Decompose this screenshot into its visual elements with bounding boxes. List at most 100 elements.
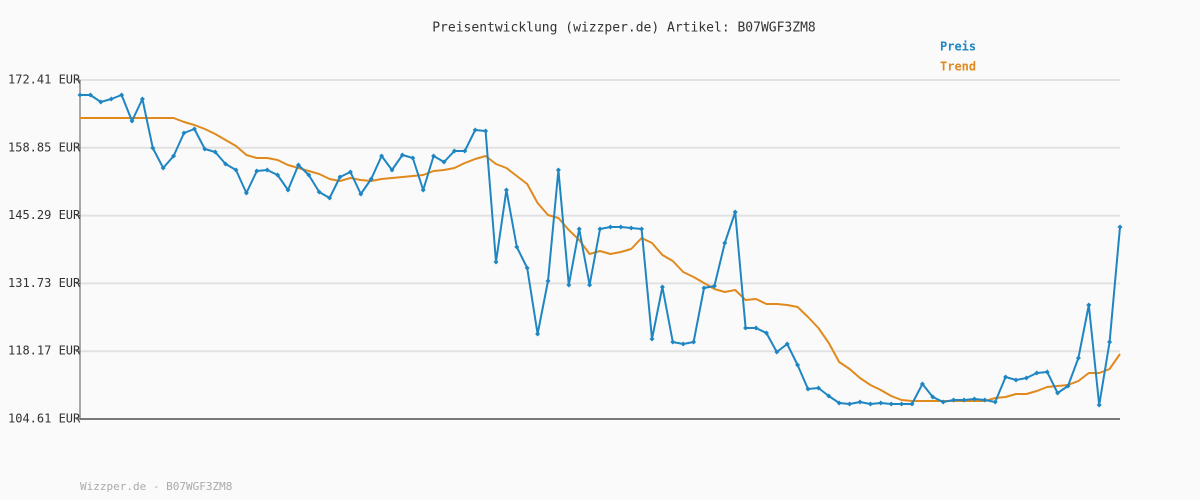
point-marker — [503, 187, 509, 193]
y-tick-label: 131.73 EUR — [8, 276, 81, 290]
point-marker — [1117, 224, 1123, 230]
point-marker — [878, 400, 884, 406]
point-marker — [982, 397, 988, 403]
point-marker — [1086, 302, 1092, 308]
point-marker — [1055, 390, 1061, 396]
point-marker — [784, 341, 790, 347]
point-marker — [358, 191, 364, 197]
point-marker — [212, 149, 218, 155]
point-marker — [587, 282, 593, 288]
point-marker — [1075, 355, 1081, 361]
point-marker — [316, 189, 322, 195]
point-marker — [545, 278, 551, 284]
point-marker — [909, 401, 915, 407]
point-marker — [639, 226, 645, 232]
point-marker — [607, 224, 613, 230]
point-marker — [285, 187, 291, 193]
y-tick-label: 118.17 EUR — [8, 344, 81, 358]
point-marker — [774, 349, 780, 355]
point-marker — [576, 226, 582, 232]
point-marker — [389, 167, 395, 173]
point-marker — [295, 162, 301, 168]
point-marker — [535, 331, 541, 337]
point-marker — [1044, 369, 1050, 375]
point-marker — [888, 401, 894, 407]
point-marker — [1013, 377, 1019, 383]
point-marker — [940, 399, 946, 405]
y-tick-label: 172.41 EUR — [8, 73, 81, 87]
point-marker — [524, 265, 530, 271]
point-marker — [275, 172, 281, 178]
point-marker — [670, 339, 676, 345]
point-marker — [493, 259, 499, 265]
point-marker — [160, 165, 166, 171]
point-marker — [597, 226, 603, 232]
point-marker — [1065, 383, 1071, 389]
point-marker — [961, 397, 967, 403]
point-marker — [743, 325, 749, 331]
point-marker — [368, 176, 374, 182]
point-marker — [1003, 374, 1009, 380]
point-marker — [264, 167, 270, 173]
point-marker — [826, 393, 832, 399]
point-marker — [87, 92, 93, 98]
point-marker — [191, 126, 197, 132]
point-marker — [992, 399, 998, 405]
point-marker — [836, 400, 842, 406]
point-marker — [566, 282, 572, 288]
point-marker — [722, 240, 728, 246]
point-marker — [899, 401, 905, 407]
point-marker — [399, 152, 405, 158]
point-marker — [483, 128, 489, 134]
point-marker — [254, 168, 260, 174]
point-marker — [795, 362, 801, 368]
point-marker — [857, 399, 863, 405]
point-marker — [129, 118, 135, 124]
point-marker — [431, 153, 437, 159]
point-marker — [451, 148, 457, 154]
point-marker — [732, 209, 738, 215]
point-marker — [1096, 402, 1102, 408]
point-marker — [77, 92, 83, 98]
point-marker — [472, 127, 478, 133]
point-marker — [649, 336, 655, 342]
point-marker — [847, 401, 853, 407]
point-marker — [306, 172, 312, 178]
point-marker — [337, 174, 343, 180]
point-marker — [701, 285, 707, 291]
point-marker — [815, 385, 821, 391]
point-marker — [181, 130, 187, 136]
point-marker — [628, 225, 634, 231]
chart-title: Preisentwicklung (wizzper.de) Artikel: B… — [432, 21, 816, 36]
point-marker — [410, 155, 416, 161]
point-marker — [680, 341, 686, 347]
point-marker — [919, 381, 925, 387]
point-marker — [659, 284, 665, 290]
point-marker — [514, 244, 520, 250]
point-marker — [327, 195, 333, 201]
point-marker — [150, 145, 156, 151]
point-marker — [691, 339, 697, 345]
point-marker — [379, 153, 385, 159]
point-marker — [202, 146, 208, 152]
point-marker — [1023, 375, 1029, 381]
footer: Wizzper.de - B07WGF3ZM8 — [80, 480, 232, 493]
point-marker — [119, 92, 125, 98]
point-marker — [1107, 339, 1113, 345]
point-marker — [805, 386, 811, 392]
point-marker — [462, 148, 468, 154]
point-marker — [139, 96, 145, 102]
point-marker — [233, 167, 239, 173]
y-tick-label: 104.61 EUR — [8, 412, 81, 426]
point-marker — [223, 161, 229, 167]
point-marker — [347, 169, 353, 175]
point-marker — [971, 396, 977, 402]
point-marker — [555, 167, 561, 173]
legend-entry: Preis — [940, 40, 976, 54]
point-marker — [98, 99, 104, 105]
point-marker — [1034, 370, 1040, 376]
point-marker — [420, 187, 426, 193]
y-tick-label: 158.85 EUR — [8, 140, 81, 154]
point-marker — [753, 325, 759, 331]
point-marker — [951, 397, 957, 403]
